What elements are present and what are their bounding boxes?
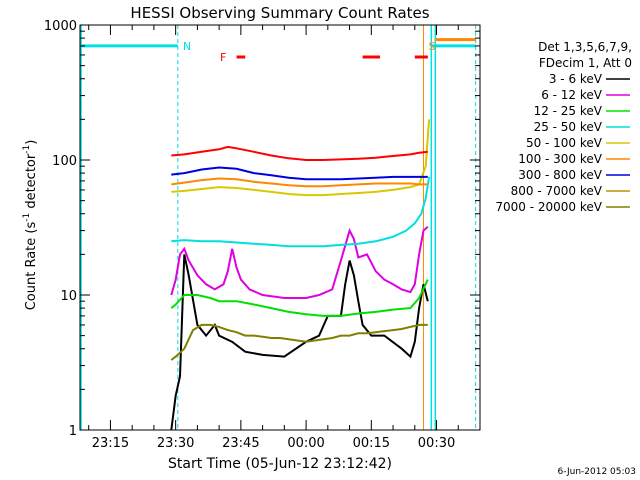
y-axis-label: Count Rate (s-1 detector-1) bbox=[22, 140, 39, 311]
y-tick-label-100: 100 bbox=[52, 154, 77, 169]
plot-marks: N F S 1 10 100 1000 23:15 23:30 23:45 00:00 00:15 00… bbox=[44, 19, 481, 451]
series-line-12-25-kev bbox=[170, 279, 429, 317]
footer-date: 6-Jun-2012 05:03 bbox=[558, 467, 637, 477]
legend-label: 800 - 7000 keV bbox=[511, 184, 603, 198]
series-line-red-top-band bbox=[171, 145, 428, 161]
series-line-7000-20000-kev bbox=[170, 323, 428, 361]
legend-label: 6 - 12 keV bbox=[541, 88, 603, 102]
series-line-3-6-kev bbox=[170, 254, 429, 431]
series-line-6-12-kev bbox=[170, 226, 429, 299]
series-line-100-300-kev bbox=[171, 177, 428, 188]
series-line-25-50-kev bbox=[171, 176, 431, 248]
annotation-f: F bbox=[220, 51, 226, 64]
legend-label: 50 - 100 keV bbox=[526, 136, 603, 150]
plot-frame bbox=[79, 24, 481, 431]
annotation-n: N bbox=[183, 40, 191, 53]
legend-label: 7000 - 20000 keV bbox=[495, 200, 602, 214]
chart-title: HESSI Observing Summary Count Rates bbox=[130, 4, 429, 22]
y-tick-label-10: 10 bbox=[60, 289, 77, 304]
x-tick-label-0015: 00:15 bbox=[353, 436, 390, 451]
y-tick-label-1000: 1000 bbox=[44, 19, 77, 34]
series-line-300-800-kev bbox=[171, 166, 428, 181]
x-tick-label-2315: 23:15 bbox=[92, 436, 129, 451]
y-axis-label-mid: detector bbox=[24, 153, 39, 213]
legend-header-line-2: FDecim 1, Att 0 bbox=[539, 56, 632, 70]
y-axis-label-main: Count Rate (s bbox=[24, 222, 39, 311]
y-axis-label-end: ) bbox=[24, 140, 39, 145]
legend-label: 12 - 25 keV bbox=[534, 104, 603, 118]
legend: Det 1,3,5,6,7,9, FDecim 1, Att 0 3 - 6 k… bbox=[495, 40, 632, 214]
y-axis-label-sup: -1 bbox=[22, 213, 32, 222]
legend-label: 25 - 50 keV bbox=[534, 120, 603, 134]
x-axis-label: Start Time (05-Jun-12 23:12:42) bbox=[168, 456, 392, 472]
legend-label: 100 - 300 keV bbox=[518, 152, 602, 166]
y-axis-label-sup2: -1 bbox=[22, 145, 32, 154]
legend-header-line-1: Det 1,3,5,6,7,9, bbox=[538, 40, 632, 54]
series-line-50-100-kev bbox=[171, 119, 431, 197]
x-tick-label-0000: 00:00 bbox=[287, 436, 324, 451]
legend-label: 300 - 800 keV bbox=[518, 168, 602, 182]
legend-label: 3 - 6 keV bbox=[549, 72, 603, 86]
x-tick-label-2330: 23:30 bbox=[157, 436, 194, 451]
y-tick-label-1: 1 bbox=[69, 424, 77, 439]
x-tick-label-0030: 00:30 bbox=[418, 436, 455, 451]
annotation-s: S bbox=[428, 40, 435, 53]
x-tick-label-2345: 23:45 bbox=[222, 436, 259, 451]
